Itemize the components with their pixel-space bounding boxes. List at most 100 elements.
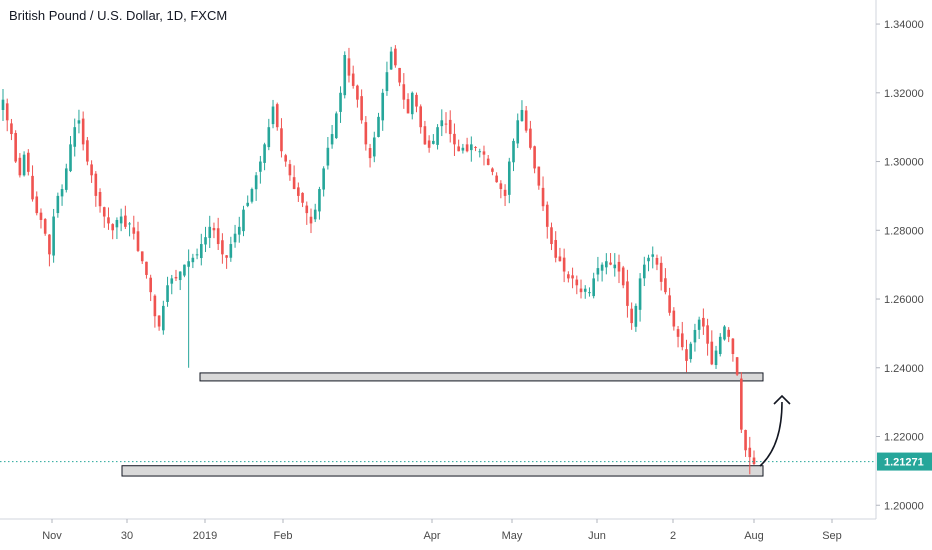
candle-body: [98, 191, 102, 207]
candle-body: [22, 154, 26, 176]
candle-body: [288, 164, 292, 176]
candle-body: [748, 447, 752, 458]
candle-body: [642, 264, 646, 279]
candle-body: [465, 144, 469, 152]
candle-body: [1, 99, 5, 110]
y-tick-label: 1.28000: [884, 225, 924, 237]
candle-body: [297, 187, 300, 196]
candle-body: [191, 257, 195, 263]
candle-body: [10, 123, 13, 135]
candle-body: [655, 257, 659, 265]
candle-body: [727, 329, 730, 337]
candle-body: [735, 357, 739, 375]
candle-body: [170, 278, 174, 284]
candle-body: [145, 261, 148, 275]
candle-body: [372, 137, 376, 157]
candle-body: [710, 341, 714, 365]
candle-body: [81, 118, 85, 145]
chart-title: British Pound / U.S. Dollar, 1D, FXCM: [9, 8, 228, 23]
candle-body: [423, 126, 427, 145]
arrow-head-icon: [773, 394, 791, 405]
candle-body: [267, 127, 271, 148]
candle-body: [124, 215, 127, 227]
candle-body: [136, 231, 140, 251]
candle-body: [613, 264, 617, 269]
candle-body: [507, 161, 511, 195]
candle-body: [254, 175, 258, 190]
y-tick-label: 1.24000: [884, 363, 924, 375]
candle-body: [31, 175, 34, 200]
candle-body: [212, 228, 216, 231]
candle-body: [292, 177, 296, 190]
candle-body: [398, 67, 401, 83]
candle-body: [77, 120, 81, 124]
candle-body: [697, 319, 701, 330]
candle-body: [271, 106, 275, 125]
candle-body: [132, 227, 136, 234]
support-zone-1[interactable]: [199, 372, 764, 382]
candle-body: [216, 228, 220, 245]
candle-body: [140, 251, 144, 262]
candle-body: [427, 140, 431, 148]
candle-body: [347, 58, 351, 76]
candle-body: [579, 288, 583, 293]
candle-body: [714, 350, 718, 366]
candle-body: [512, 140, 515, 163]
candle-body: [275, 104, 279, 128]
x-tick-label: Jun: [588, 530, 606, 542]
candle-body: [343, 54, 347, 96]
candle-body: [723, 326, 726, 340]
candle-body: [550, 227, 553, 245]
candle-body: [621, 267, 625, 286]
candle-body: [263, 144, 266, 163]
candle-body: [174, 276, 178, 279]
candle-body: [309, 216, 313, 224]
candle-body: [554, 240, 558, 258]
candle-body: [541, 187, 545, 207]
candle-body: [90, 164, 93, 176]
candle-body: [672, 310, 676, 327]
candle-body: [520, 109, 524, 122]
candle-body: [537, 166, 541, 186]
candle-body: [389, 51, 393, 70]
candle-body: [208, 226, 212, 238]
x-tick-label: 30: [121, 530, 133, 542]
candle-body: [647, 257, 650, 262]
candle-body: [680, 333, 684, 348]
x-tick-label: May: [502, 530, 523, 542]
candle-body: [440, 120, 444, 127]
candle-body: [562, 257, 566, 272]
candle-body: [491, 168, 494, 172]
y-tick-label: 1.32000: [884, 88, 924, 100]
x-tick-label: 2019: [193, 530, 217, 542]
candle-body: [166, 285, 169, 302]
candle-body: [457, 146, 460, 152]
candle-body: [478, 151, 482, 153]
candle-body: [638, 278, 642, 310]
candle-body: [676, 329, 680, 337]
candle-body: [381, 92, 385, 121]
y-tick-label: 1.20000: [884, 500, 924, 512]
time-axis[interactable]: Nov 30 2019 Feb Apr May Jun 2 Aug Sep: [42, 519, 842, 542]
candle-body: [415, 94, 418, 107]
support-zone-2[interactable]: [121, 465, 764, 477]
candle-body: [27, 152, 30, 172]
candle-body: [204, 237, 207, 245]
candle-body: [744, 429, 747, 451]
candle-body: [364, 122, 368, 145]
candle-body: [94, 173, 98, 196]
candle-body: [377, 116, 380, 137]
candle-body: [14, 132, 17, 162]
candle-body: [305, 205, 309, 214]
y-tick-label: 1.22000: [884, 432, 924, 444]
candle-body: [183, 264, 186, 276]
candle-body: [575, 279, 579, 286]
candle-body: [693, 329, 697, 343]
candle-body: [35, 196, 39, 214]
x-tick-label: Nov: [42, 530, 62, 542]
candle-body: [706, 325, 709, 344]
candle-body: [43, 219, 47, 234]
price-axis[interactable]: 1.34000 1.32000 1.30000 1.28000 1.26000 1.240…: [876, 19, 924, 512]
